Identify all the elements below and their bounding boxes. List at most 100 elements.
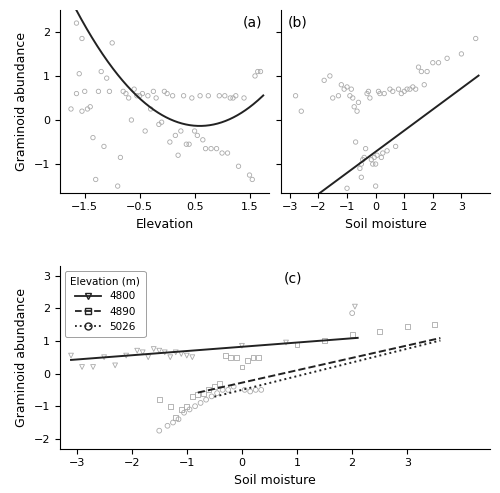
Point — [420, 81, 428, 89]
Point — [150, 87, 158, 95]
Point — [254, 353, 262, 361]
Point — [78, 107, 86, 115]
Point — [352, 138, 360, 146]
Point — [67, 105, 75, 113]
X-axis label: Soil moisture: Soil moisture — [345, 218, 426, 231]
Point — [155, 396, 163, 404]
Y-axis label: Graminoid abundance: Graminoid abundance — [16, 32, 28, 171]
Point — [238, 363, 246, 371]
Point — [100, 142, 108, 150]
Point — [213, 389, 221, 397]
Point — [348, 85, 356, 93]
Point — [348, 309, 356, 317]
Point — [320, 337, 328, 345]
Point — [244, 356, 252, 364]
Point — [343, 83, 351, 91]
Point — [178, 406, 186, 414]
Point — [351, 303, 359, 311]
Point — [458, 50, 466, 58]
Point — [72, 90, 80, 98]
Point — [122, 90, 130, 98]
Point — [172, 414, 180, 422]
Point — [373, 151, 381, 159]
Point — [366, 94, 374, 102]
Point — [138, 90, 146, 98]
Point — [412, 85, 420, 93]
Point — [380, 90, 388, 98]
Text: (c): (c) — [284, 271, 302, 285]
Point — [293, 340, 301, 348]
Point — [232, 92, 240, 100]
Point — [221, 92, 229, 100]
Point — [363, 90, 371, 98]
Point — [212, 144, 220, 152]
Point — [183, 352, 191, 359]
Point — [368, 156, 376, 164]
Point — [106, 87, 114, 95]
Point — [94, 87, 102, 95]
Point — [240, 94, 248, 102]
Point — [208, 392, 216, 400]
Point — [188, 353, 196, 361]
Point — [254, 68, 262, 75]
Point — [138, 349, 146, 356]
Point — [362, 144, 370, 152]
Point — [246, 387, 254, 395]
Point — [78, 35, 86, 42]
Point — [338, 81, 345, 89]
Point — [216, 92, 224, 100]
Point — [257, 386, 265, 394]
Point — [358, 160, 366, 168]
Point — [133, 347, 141, 354]
Y-axis label: Graminoid abundance: Graminoid abundance — [15, 288, 28, 427]
Point — [230, 383, 237, 390]
Point — [188, 94, 196, 102]
Point — [238, 342, 246, 350]
Point — [354, 99, 362, 106]
Point — [72, 19, 80, 27]
Point — [160, 87, 168, 95]
Point — [249, 353, 257, 361]
Text: (a): (a) — [243, 15, 262, 30]
Point — [356, 165, 364, 173]
Point — [431, 320, 439, 328]
Point — [136, 92, 143, 100]
Point — [229, 94, 237, 102]
Point — [108, 39, 116, 47]
Point — [122, 352, 130, 359]
Point — [298, 107, 306, 115]
Point — [164, 422, 172, 430]
Point — [359, 156, 367, 164]
Point — [369, 160, 377, 168]
X-axis label: Soil moisture: Soil moisture — [234, 474, 316, 487]
Point — [389, 87, 397, 95]
Point — [172, 349, 180, 356]
Point — [232, 353, 240, 361]
Point — [346, 92, 354, 100]
Point — [185, 141, 193, 148]
Point — [166, 138, 174, 146]
Point — [256, 68, 264, 75]
Point — [158, 118, 166, 126]
Point — [194, 132, 202, 140]
Point — [343, 184, 351, 192]
Point — [186, 406, 194, 414]
Point — [376, 327, 384, 335]
Point — [251, 72, 259, 80]
Point — [178, 350, 186, 358]
Point — [92, 176, 100, 183]
Point — [166, 353, 174, 361]
Point — [169, 419, 177, 426]
Point — [252, 386, 260, 394]
Point — [100, 353, 108, 361]
Point — [320, 76, 328, 84]
Point — [202, 144, 209, 152]
Point — [374, 87, 382, 95]
Point — [111, 361, 119, 369]
Point — [133, 92, 141, 100]
Point — [376, 90, 384, 98]
Point — [340, 85, 348, 93]
Point — [75, 70, 83, 78]
Point — [155, 120, 163, 128]
Point — [409, 83, 417, 91]
